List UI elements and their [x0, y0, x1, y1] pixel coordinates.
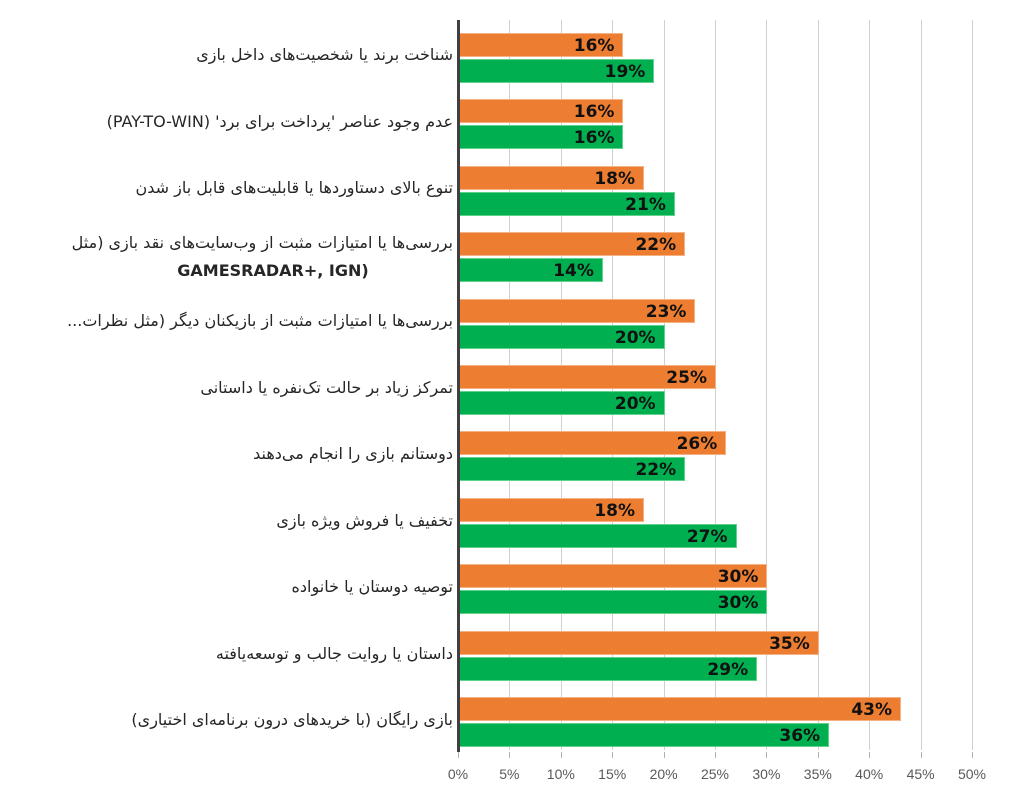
x-tick-label: 30% — [752, 766, 781, 782]
series-orange-bar: 18% — [459, 497, 645, 522]
data-label: 30% — [717, 593, 759, 614]
gridline — [766, 20, 768, 750]
series-green-bar: 22% — [459, 457, 686, 482]
series-orange-bar: 16% — [459, 33, 624, 57]
series-orange-bar: 25% — [459, 365, 716, 389]
data-label: 22% — [635, 460, 677, 481]
tick-mark — [715, 752, 716, 758]
series-green-bar: 30% — [459, 590, 768, 615]
series-green-bar: 16% — [459, 125, 624, 150]
series-green-bar: 14% — [459, 258, 603, 283]
x-tick-label: 20% — [649, 766, 678, 782]
series-orange-bar: 18% — [459, 165, 645, 190]
gridline — [817, 20, 819, 750]
x-tick-label: 5% — [499, 766, 520, 782]
data-label: 26% — [676, 434, 718, 455]
data-label: 43% — [851, 700, 893, 720]
x-tick-label: 15% — [598, 766, 627, 782]
data-label: 14% — [553, 261, 594, 282]
data-label: 21% — [625, 194, 666, 215]
category-label: تخفیف یا فروش ویژه بازی — [276, 511, 453, 530]
data-label: 19% — [604, 62, 646, 82]
series-orange-bar: 30% — [459, 564, 768, 589]
series-green-bar: 36% — [459, 723, 830, 747]
series-green-bar: 21% — [459, 191, 675, 216]
series-green-bar: 29% — [459, 656, 758, 681]
series-green-bar: 27% — [459, 523, 737, 548]
category-label: داستان یا روایت جالب و توسعه‌یافته — [215, 644, 453, 663]
series-orange-bar: 35% — [459, 630, 819, 655]
series-green-bar: 19% — [459, 59, 655, 83]
y-axis-line — [457, 20, 460, 752]
data-label: 35% — [769, 633, 810, 654]
tick-mark — [972, 752, 973, 758]
category-label: دوستانم بازی را انجام می‌دهند — [253, 444, 453, 463]
series-orange-bar: 22% — [459, 232, 686, 257]
category-label: تنوع بالای دستاوردها یا قابلیت‌های قابل … — [135, 178, 453, 197]
data-label: 22% — [635, 235, 677, 256]
tick-mark — [560, 752, 562, 758]
data-label: 23% — [645, 301, 687, 322]
series-orange-bar: 16% — [459, 99, 624, 124]
data-label: 20% — [614, 394, 656, 414]
data-label: 20% — [614, 327, 656, 348]
tick-mark — [458, 752, 459, 758]
data-label: 18% — [594, 168, 636, 189]
data-label: 18% — [594, 500, 636, 521]
category-label: GAMESRADAR+, IGN) — [177, 261, 369, 280]
category-label: بازی رایگان (با خریدهای درون برنامه‌ای ا… — [131, 710, 453, 729]
series-green-bar: 20% — [459, 391, 665, 415]
x-tick-label: 35% — [803, 766, 832, 782]
data-label: 27% — [686, 526, 728, 547]
category-label: بررسی‌ها یا امتیازات مثبت از بازیکنان دی… — [67, 311, 453, 330]
tick-mark — [766, 752, 768, 758]
tick-mark — [509, 752, 511, 758]
data-label: 16% — [573, 36, 615, 56]
category-label: تمرکز زیاد بر حالت تک‌نفره یا داستانی — [200, 378, 453, 397]
category-label: عدم وجود عناصر 'پرداخت برای برد' (PAY-TO… — [106, 112, 453, 131]
tick-mark — [869, 752, 871, 758]
series-orange-bar: 26% — [459, 431, 727, 456]
data-label: 16% — [573, 102, 615, 123]
x-tick-label: 0% — [447, 766, 469, 782]
data-label: 25% — [666, 368, 707, 388]
gridline — [972, 20, 973, 750]
tick-mark — [817, 752, 819, 758]
data-label: 29% — [707, 659, 749, 680]
category-label: بررسی‌ها یا امتیازات مثبت از وب‌سایت‌های… — [71, 233, 453, 252]
data-label: 16% — [573, 128, 615, 149]
series-orange-bar: 23% — [459, 298, 696, 323]
x-tick-label: 10% — [546, 766, 575, 782]
x-tick-label: 50% — [957, 766, 987, 782]
data-label: 30% — [717, 567, 759, 588]
x-tick-label: 25% — [700, 766, 730, 782]
gridline — [869, 20, 871, 750]
category-label: توصیه دوستان یا خانواده — [291, 577, 453, 596]
data-label: 36% — [779, 726, 821, 746]
category-label: شناخت برند یا شخصیت‌های داخل بازی — [196, 45, 453, 64]
tick-mark — [663, 752, 665, 758]
series-orange-bar: 43% — [459, 697, 902, 721]
x-tick-label: 40% — [855, 766, 884, 782]
tick-mark — [920, 752, 922, 758]
gridline — [920, 20, 922, 750]
tick-mark — [612, 752, 614, 758]
series-green-bar: 20% — [459, 324, 665, 349]
x-tick-label: 45% — [906, 766, 935, 782]
